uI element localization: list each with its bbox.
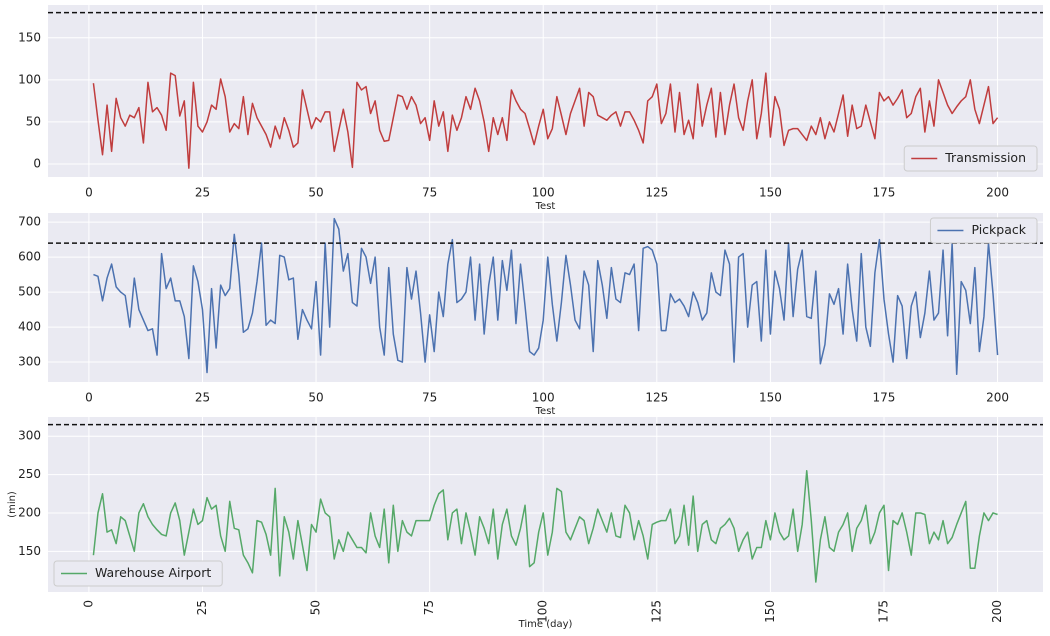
y-tick-label: 300 xyxy=(18,355,41,369)
x-tick-label: 150 xyxy=(759,186,782,200)
x-tick-label: 125 xyxy=(645,391,668,405)
x-tick-label: 100 xyxy=(532,391,555,405)
x-tick-label: 175 xyxy=(876,600,890,623)
x-tick-label: 75 xyxy=(422,186,437,200)
y-tick-label: 200 xyxy=(18,505,41,519)
y-tick-label: 250 xyxy=(18,467,41,481)
x-tick-label: 75 xyxy=(422,600,436,615)
legend: Transmission xyxy=(903,145,1038,172)
x-tick-label: 175 xyxy=(873,186,896,200)
y-tick-label: 500 xyxy=(18,285,41,299)
series-line xyxy=(92,72,999,169)
y-tick-label: 600 xyxy=(18,250,41,264)
x-tick-label: 25 xyxy=(195,391,210,405)
x-tick-label: 200 xyxy=(986,391,1009,405)
x-tick-label: 75 xyxy=(422,391,437,405)
y-tick-label: 50 xyxy=(26,114,41,128)
series-line xyxy=(93,217,999,376)
y-axis-label: (min) xyxy=(7,491,18,518)
legend: Pickpack xyxy=(929,217,1038,244)
y-tick-label: 700 xyxy=(18,215,41,229)
x-axis-label: Test xyxy=(535,201,556,212)
x-tick-label: 50 xyxy=(308,186,323,200)
x-tick-label: 125 xyxy=(649,600,663,623)
x-tick-label: 150 xyxy=(763,600,777,623)
y-tick-label: 150 xyxy=(18,544,41,558)
x-tick-label: 50 xyxy=(308,391,323,405)
x-axis-label: Test xyxy=(535,406,556,417)
x-tick-label: 0 xyxy=(85,186,93,200)
x-tick-label: 100 xyxy=(536,600,550,623)
legend-label: Warehouse Airport xyxy=(95,565,211,580)
x-tick-label: 25 xyxy=(195,600,209,615)
x-tick-label: 125 xyxy=(645,186,668,200)
x-axis-label: Time (day) xyxy=(518,619,573,630)
x-tick-label: 0 xyxy=(81,600,95,608)
x-tick-label: 150 xyxy=(759,391,782,405)
legend-box xyxy=(929,217,1038,244)
subplot: 300 400 500 600 700 0 25 50 75 100 125 150 175 200 Tes… xyxy=(18,213,1043,417)
x-tick-label: 25 xyxy=(195,186,210,200)
subplot: 150 200 250 300 0 25 50 75 100 125 150 175 200 Time (… xyxy=(7,417,1043,630)
legend: Warehouse Airport xyxy=(53,560,223,587)
plot-background xyxy=(48,5,1043,177)
x-tick-label: 200 xyxy=(986,186,1009,200)
subplot: 0 50 100 150 0 25 50 75 100 125 150 175 200 Test Trans… xyxy=(18,5,1043,212)
x-tick-label: 0 xyxy=(85,391,93,405)
y-tick-label: 300 xyxy=(18,429,41,443)
x-tick-label: 175 xyxy=(873,391,896,405)
y-tick-label: 100 xyxy=(18,72,41,86)
legend-label: Transmission xyxy=(944,150,1026,165)
y-tick-label: 400 xyxy=(18,320,41,334)
legend-box xyxy=(903,145,1038,172)
y-tick-label: 150 xyxy=(18,30,41,44)
y-tick-label: 0 xyxy=(33,156,41,170)
legend-label: Pickpack xyxy=(971,222,1026,237)
x-tick-label: 100 xyxy=(532,186,555,200)
legend-box xyxy=(53,560,223,587)
series-line xyxy=(92,469,998,583)
x-tick-label: 50 xyxy=(309,600,323,615)
x-tick-label: 200 xyxy=(990,600,1004,623)
